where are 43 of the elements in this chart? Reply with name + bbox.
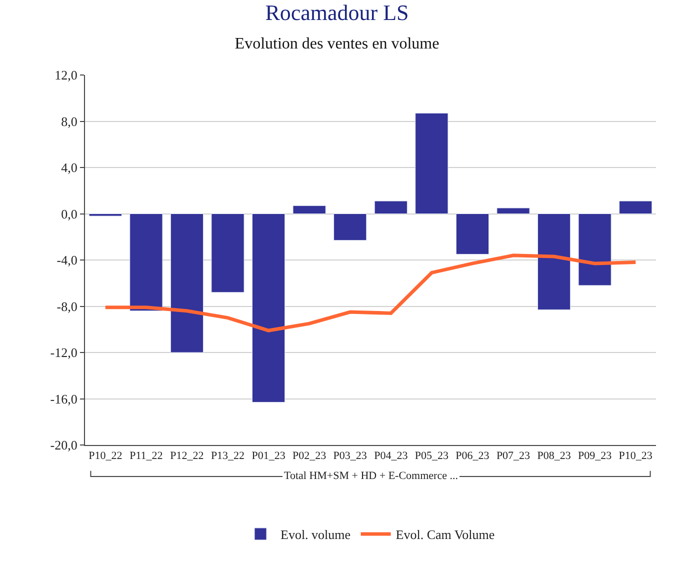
y-tick-label: -12,0 xyxy=(50,345,78,360)
bar xyxy=(211,214,244,293)
bar xyxy=(334,214,367,241)
bar xyxy=(415,112,448,214)
bar xyxy=(374,200,408,214)
y-tick-label: 8,0 xyxy=(61,114,78,129)
x-tick-label: P12_22 xyxy=(170,450,204,462)
bar xyxy=(578,214,612,286)
x-tick-label: P01_23 xyxy=(252,450,286,462)
y-tick-label: -16,0 xyxy=(50,391,78,406)
y-tick-label: -8,0 xyxy=(56,298,78,314)
bar xyxy=(130,214,163,312)
x-tick-label: P06_23 xyxy=(456,450,490,462)
bar xyxy=(496,208,530,214)
x-tick-label: P07_23 xyxy=(496,450,531,462)
legend-label: Evol. Cam Volume xyxy=(396,527,495,542)
chart-subtitle: Evolution des ventes en volume xyxy=(234,35,440,52)
x-tick-label: P08_23 xyxy=(537,450,572,462)
x-tick-label: P03_23 xyxy=(333,450,368,462)
y-tick-label: -4,0 xyxy=(56,252,78,268)
bar xyxy=(619,200,652,214)
legend-label: Evol. volume xyxy=(280,527,351,542)
line-series xyxy=(104,254,638,332)
text: Total HM+SM + HD + E-Commerce ... xyxy=(284,470,458,482)
x-tick-label: P04_23 xyxy=(374,450,408,462)
bar xyxy=(292,205,326,214)
y-tick-label: 4,0 xyxy=(61,160,78,176)
y-tick-label: -20,0 xyxy=(50,438,78,453)
x-tick-label: P13_22 xyxy=(210,450,245,462)
x-tick-label: P10_23 xyxy=(618,450,653,462)
x-tick-label: P05_23 xyxy=(414,450,449,462)
bar xyxy=(456,214,490,254)
bar xyxy=(537,214,571,310)
x-tick-label: P10_22 xyxy=(88,450,122,462)
x-tick-label: P09_23 xyxy=(578,450,612,462)
bar xyxy=(252,214,286,402)
y-tick-label: 0,0 xyxy=(61,206,78,222)
y-tick-label: 12,0 xyxy=(54,68,78,83)
bar xyxy=(170,214,204,353)
chart-title: Rocamadour LS xyxy=(265,0,409,25)
bar xyxy=(88,214,122,216)
x-tick-label: P11_22 xyxy=(130,450,163,462)
x-tick-label: P02_23 xyxy=(292,450,327,462)
